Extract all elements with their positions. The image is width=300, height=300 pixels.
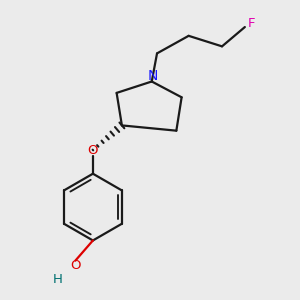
Text: H: H — [53, 274, 63, 286]
Text: O: O — [88, 143, 98, 157]
Text: N: N — [147, 69, 158, 83]
Text: F: F — [248, 17, 256, 30]
Text: O: O — [70, 259, 81, 272]
